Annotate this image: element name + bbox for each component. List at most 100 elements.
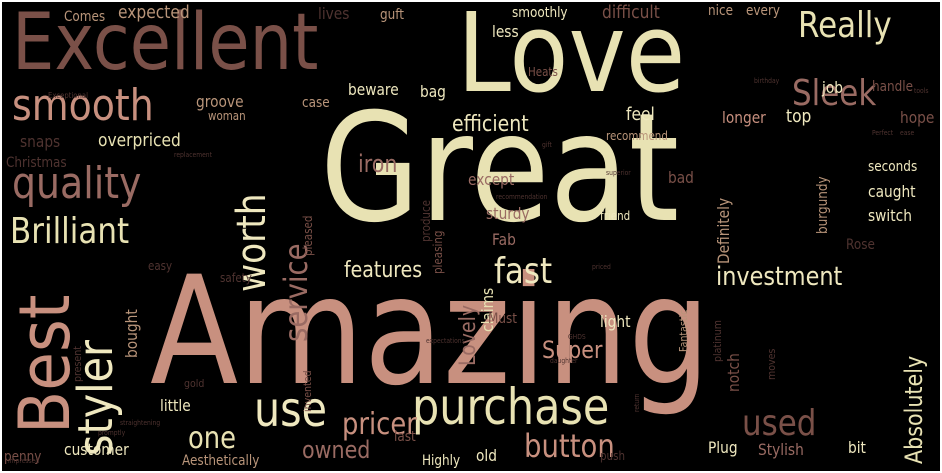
word-expected: expected: [118, 2, 190, 23]
word-love: Love: [457, 2, 686, 117]
word-impressed: impressed: [8, 457, 40, 465]
word-job: job: [822, 78, 843, 97]
word-used: used: [742, 403, 817, 444]
word-highly: Highly: [422, 453, 461, 469]
word-service: service: [277, 243, 315, 342]
word-push: push: [600, 449, 626, 463]
word-caught: caught: [868, 182, 916, 201]
word-snaps: snaps: [20, 132, 61, 151]
word-overpriced: overpriced: [98, 130, 181, 151]
word-old: old: [476, 446, 497, 465]
word-tools: tools: [914, 87, 929, 95]
word-fast: fast: [494, 251, 553, 292]
word-hope: hope: [900, 108, 935, 127]
word-plug: Plug: [708, 438, 738, 457]
word-case: case: [302, 95, 330, 111]
word-quality: quality: [12, 158, 142, 209]
word-return: return: [633, 393, 641, 412]
word-bag: bag: [420, 82, 446, 101]
word-amazing: Amazing: [150, 245, 711, 419]
word-definitely: Definitely: [714, 197, 733, 264]
word-absolutely: Absolutely: [900, 355, 928, 464]
word-investment: investment: [716, 262, 843, 292]
word-recommendation: recommendation: [496, 193, 548, 201]
word-heats: Heats: [528, 65, 558, 79]
word-must: Must: [488, 311, 518, 327]
word-lovely: Lovely: [456, 304, 481, 366]
word-except: except: [468, 170, 515, 189]
word-guft: guft: [380, 7, 405, 23]
word-last: last: [394, 429, 416, 445]
word-fab: Fab: [492, 230, 516, 249]
word-fantastic: Fantastic: [677, 309, 690, 352]
word-ease: ease: [900, 129, 915, 137]
word-woman: woman: [208, 109, 246, 123]
word-groove: groove: [196, 92, 244, 111]
word-replacement: replacement: [174, 151, 212, 159]
word-brilliant: Brilliant: [10, 211, 130, 252]
word-customer: customer: [64, 440, 129, 459]
word-purchase: purchase: [412, 378, 610, 436]
word-moves: moves: [765, 348, 778, 380]
word-nice: nice: [708, 3, 734, 19]
word-one: one: [188, 421, 237, 456]
word-platinum: platinum: [711, 320, 724, 362]
word-ghds: GHDS: [568, 333, 586, 341]
word-features: features: [344, 258, 423, 283]
word-produce: produce: [419, 199, 433, 242]
word-every: every: [746, 3, 781, 19]
word-aesthetically: Aesthetically: [182, 453, 260, 469]
word-pleased: pleased: [301, 215, 315, 256]
word-burgundy: burgundy: [815, 176, 831, 234]
word-bit: bit: [848, 438, 866, 457]
word-invented: invented: [301, 370, 314, 412]
word-excellent: Excellent: [12, 2, 319, 88]
word-penny: penny: [4, 449, 42, 465]
word-use: use: [254, 382, 328, 438]
word-recommend: recommend: [606, 129, 668, 143]
word-great: Great: [320, 82, 680, 256]
word-superior: superior: [606, 169, 631, 177]
word-priced: priced: [592, 263, 611, 271]
word-efficient: efficient: [452, 112, 529, 137]
word-sleek: Sleek: [792, 73, 877, 114]
word-button: button: [524, 427, 615, 465]
word-easy: easy: [148, 259, 173, 273]
word-gold: gold: [184, 377, 205, 390]
word-difficult: difficult: [602, 2, 660, 23]
word-christmas: Christmas: [6, 155, 67, 171]
word-super: Super: [542, 336, 603, 364]
word-seconds: seconds: [868, 159, 918, 175]
word-pleasing: pleasing: [431, 230, 445, 274]
word-expectations: expectations: [426, 337, 465, 345]
word-straightening: straightening: [120, 419, 161, 427]
word-pricer: pricer: [342, 407, 417, 442]
word-birthday: birthday: [754, 77, 780, 85]
word-light: light: [600, 312, 631, 331]
word-present: present: [71, 346, 84, 382]
word-sturdy: sturdy: [486, 204, 530, 223]
word-switch: switch: [868, 206, 912, 225]
word-owned: owned: [302, 436, 371, 464]
word-notch: notch: [724, 353, 743, 392]
word-safety: safety: [220, 271, 252, 285]
word-smoothly: smoothly: [512, 5, 568, 21]
word-feel: feel: [626, 104, 655, 125]
word-perfect: Perfect: [872, 129, 894, 137]
word-handle: handle: [872, 79, 914, 95]
word-bad: bad: [668, 168, 694, 187]
word-friend: friend: [600, 209, 631, 223]
word-daughter: daughter: [550, 357, 578, 365]
word-smooth: smooth: [12, 80, 154, 131]
word-little: little: [160, 396, 191, 415]
word-really: Really: [798, 5, 892, 46]
word-bought: bought: [122, 309, 141, 358]
word-stylish: Stylish: [758, 440, 804, 459]
word-beware: beware: [348, 80, 399, 99]
word-lives: lives: [318, 4, 350, 23]
word-longer: longer: [722, 108, 766, 127]
word-comes: Comes: [64, 9, 106, 25]
word-gift: gift: [542, 141, 552, 149]
word-promptly: promptly: [98, 429, 126, 437]
